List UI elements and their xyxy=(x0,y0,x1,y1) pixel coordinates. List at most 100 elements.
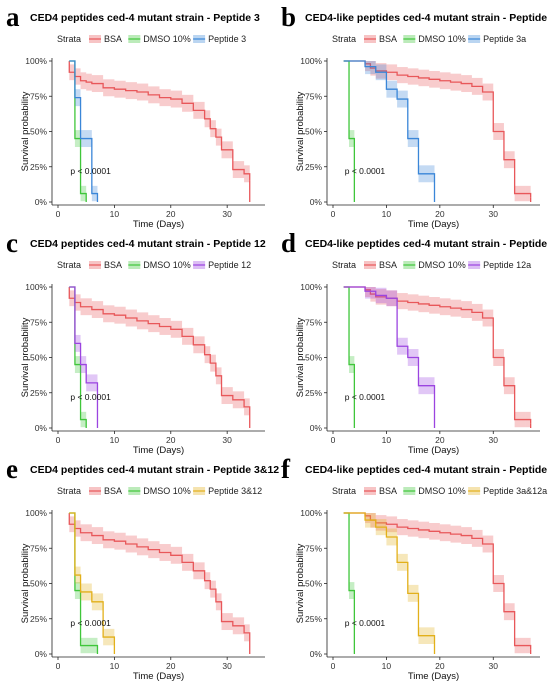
legend-entry: BSA xyxy=(379,486,397,496)
y-axis-label: Survival probability xyxy=(295,317,306,397)
panel-title: CED4-like peptides ced-4 mutant strain -… xyxy=(305,12,550,24)
x-tick-label: 10 xyxy=(110,435,120,445)
panel-title: CED4-like peptides ced-4 mutant strain -… xyxy=(305,464,550,476)
y-axis-label: Survival probability xyxy=(295,543,306,623)
pvalue-annotation: p < 0.0001 xyxy=(70,618,111,628)
x-axis-label: Time (Days) xyxy=(133,445,184,456)
survival-curve xyxy=(69,286,99,428)
legend-entry: DMSO 10% xyxy=(143,486,191,496)
y-tick-label: 100% xyxy=(300,282,322,292)
x-tick-label: 10 xyxy=(382,435,392,445)
x-tick-label: 20 xyxy=(166,435,176,445)
y-tick-label: 50% xyxy=(305,353,322,363)
series-bsa xyxy=(68,287,251,428)
y-tick-label: 75% xyxy=(305,317,322,327)
x-tick-label: 0 xyxy=(56,435,61,445)
series-peptide-12 xyxy=(69,286,99,428)
legend-title: Strata xyxy=(332,260,356,270)
series-peptide-3a-12a xyxy=(343,512,436,654)
y-tick-label: 75% xyxy=(30,91,47,101)
confidence-band xyxy=(365,513,371,524)
y-axis-label: Survival probability xyxy=(295,91,306,171)
panel-letter: f xyxy=(281,454,291,484)
legend-entry: Peptide 3 xyxy=(208,34,246,44)
y-tick-label: 25% xyxy=(305,388,322,398)
panel-e: e CED4 peptides ced-4 mutant strain - Pep… xyxy=(6,454,279,682)
legend: Strata BSA DMSO 10% Peptide 3 xyxy=(57,34,246,44)
panel-a: a CED4 peptides ced-4 mutant strain - Pep… xyxy=(6,2,265,230)
panel-d: d CED4-like peptides ced-4 mutant strain … xyxy=(281,228,550,456)
y-tick-label: 0% xyxy=(310,649,323,659)
y-tick-label: 50% xyxy=(305,579,322,589)
survival-curve xyxy=(69,512,116,654)
y-tick-label: 25% xyxy=(305,614,322,624)
legend-entry: BSA xyxy=(104,260,122,270)
panel-c: c CED4 peptides ced-4 mutant strain - Pep… xyxy=(6,228,266,456)
x-tick-label: 30 xyxy=(222,435,232,445)
pvalue-annotation: p < 0.0001 xyxy=(70,166,111,176)
legend-entry: DMSO 10% xyxy=(143,260,191,270)
x-tick-label: 0 xyxy=(331,435,336,445)
pvalue-annotation: p < 0.0001 xyxy=(345,392,386,402)
series-peptide-12a xyxy=(343,286,436,428)
y-tick-label: 0% xyxy=(35,649,48,659)
legend: Strata BSA DMSO 10% Peptide 3a&12a xyxy=(332,486,547,496)
legend-entry: DMSO 10% xyxy=(143,34,191,44)
y-tick-label: 75% xyxy=(305,91,322,101)
x-axis-label: Time (Days) xyxy=(408,219,459,230)
legend-entry: Peptide 3a&12a xyxy=(483,486,547,496)
series-bsa xyxy=(343,512,532,654)
x-axis-label: Time (Days) xyxy=(133,671,184,682)
survival-curve xyxy=(343,286,532,424)
x-tick-label: 30 xyxy=(489,209,499,219)
panel-b: b CED4-like peptides ced-4 mutant strain … xyxy=(281,2,550,230)
pvalue-annotation: p < 0.0001 xyxy=(345,166,386,176)
confidence-band xyxy=(365,61,376,75)
series-bsa xyxy=(68,61,251,202)
survival-curve xyxy=(69,60,99,202)
legend-entry: DMSO 10% xyxy=(418,34,466,44)
y-axis-label: Survival probability xyxy=(20,317,31,397)
y-axis-label: Survival probability xyxy=(20,91,31,171)
y-tick-label: 75% xyxy=(30,317,47,327)
legend-entry: BSA xyxy=(379,34,397,44)
legend-entry: DMSO 10% xyxy=(418,486,466,496)
series-bsa xyxy=(68,513,251,654)
y-tick-label: 100% xyxy=(25,56,47,66)
series-peptide-3-12 xyxy=(69,512,116,654)
x-tick-label: 10 xyxy=(382,661,392,671)
y-tick-label: 50% xyxy=(30,353,47,363)
x-tick-label: 30 xyxy=(222,661,232,671)
survival-curve xyxy=(343,60,436,202)
x-tick-label: 30 xyxy=(489,661,499,671)
panel-title: CED4 peptides ced-4 mutant strain - Pept… xyxy=(30,12,260,24)
panel-title: CED4 peptides ced-4 mutant strain - Pept… xyxy=(30,464,279,476)
legend-title: Strata xyxy=(332,34,356,44)
y-tick-label: 0% xyxy=(310,423,323,433)
y-tick-label: 25% xyxy=(30,388,47,398)
x-axis-label: Time (Days) xyxy=(133,219,184,230)
y-tick-label: 75% xyxy=(305,543,322,553)
x-tick-label: 20 xyxy=(435,209,445,219)
x-axis-label: Time (Days) xyxy=(408,445,459,456)
y-axis-label: Survival probability xyxy=(20,543,31,623)
confidence-band xyxy=(365,287,376,299)
y-tick-label: 100% xyxy=(25,282,47,292)
pvalue-annotation: p < 0.0001 xyxy=(70,392,111,402)
pvalue-annotation: p < 0.0001 xyxy=(345,618,386,628)
x-tick-label: 20 xyxy=(435,435,445,445)
y-tick-label: 100% xyxy=(25,508,47,518)
x-tick-label: 30 xyxy=(222,209,232,219)
series-dmso-10- xyxy=(343,512,356,654)
x-tick-label: 10 xyxy=(110,661,120,671)
y-tick-label: 25% xyxy=(30,614,47,624)
legend: Strata BSA DMSO 10% Peptide 12a xyxy=(332,260,531,270)
legend-entry: BSA xyxy=(379,260,397,270)
y-tick-label: 50% xyxy=(30,127,47,137)
legend-entry: BSA xyxy=(104,486,122,496)
survival-curve xyxy=(68,61,251,181)
x-tick-label: 0 xyxy=(331,661,336,671)
series-bsa xyxy=(343,286,532,428)
x-tick-label: 10 xyxy=(382,209,392,219)
